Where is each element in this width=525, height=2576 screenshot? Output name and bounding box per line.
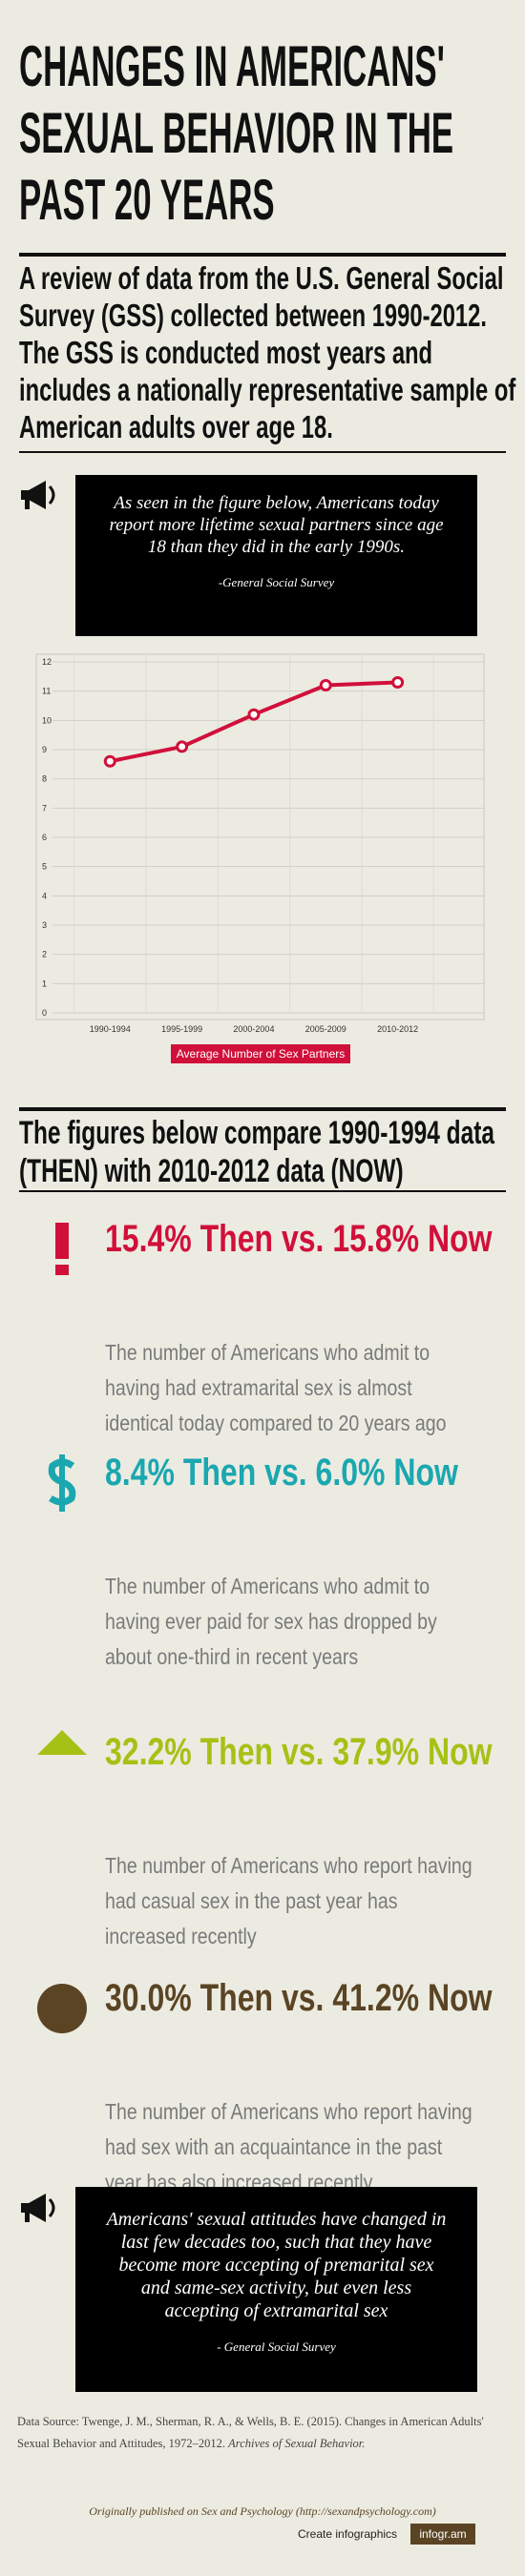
x-tick-label: 2005-2009 bbox=[305, 1024, 346, 1034]
point bbox=[247, 708, 261, 721]
brand-badge[interactable]: infogr.am bbox=[410, 2524, 475, 2545]
stat-icon bbox=[37, 1984, 87, 2033]
point bbox=[319, 679, 332, 692]
y-tick-label: 10 bbox=[42, 715, 52, 725]
rule bbox=[19, 451, 506, 453]
quote-source: - General Social Survey bbox=[217, 2339, 336, 2354]
stat-description: The number of Americans who admit to hav… bbox=[105, 1574, 437, 1669]
stat-description: The number of Americans who admit to hav… bbox=[105, 1340, 447, 1435]
stat-headline: 8.4% Then vs. 6.0% Now bbox=[105, 1452, 458, 1494]
quote-box: Americans' sexual attitudes have changed… bbox=[75, 2187, 477, 2392]
published-note: Originally published on Sex and Psycholo… bbox=[89, 2504, 436, 2518]
y-tick-label: 8 bbox=[42, 774, 47, 784]
source-text: Data Source: Twenge, J. M., Sherman, R. … bbox=[17, 2415, 484, 2450]
data-source: Data Source: Twenge, J. M., Sherman, R. … bbox=[17, 2411, 494, 2455]
point bbox=[391, 675, 405, 689]
subtitle: A review of data from the U.S. General S… bbox=[19, 260, 516, 444]
legend-label: Average Number of Sex Partners bbox=[177, 1047, 346, 1061]
stat-headline: 32.2% Then vs. 37.9% Now bbox=[105, 1731, 493, 1773]
rule bbox=[19, 1190, 506, 1192]
point bbox=[103, 754, 116, 768]
y-tick-label: 6 bbox=[42, 833, 47, 842]
y-tick-label: 9 bbox=[42, 745, 47, 754]
x-tick-label: 1990-1994 bbox=[90, 1024, 131, 1034]
y-tick-label: 11 bbox=[42, 687, 51, 696]
y-tick-label: 0 bbox=[42, 1008, 47, 1018]
quote-text: Americans' sexual attitudes have changed… bbox=[106, 2209, 447, 2321]
megaphone-icon bbox=[21, 2194, 55, 2222]
quote-text: As seen in the figure below, Americans t… bbox=[109, 493, 444, 557]
stat-description: The number of Americans who report havin… bbox=[105, 1853, 472, 1948]
megaphone-icon bbox=[21, 481, 55, 509]
stat-headline: 30.0% Then vs. 41.2% Now bbox=[105, 1977, 493, 2019]
point bbox=[176, 740, 189, 753]
stat-headline: 15.4% Then vs. 15.8% Now bbox=[105, 1218, 493, 1260]
y-tick-label: 1 bbox=[42, 979, 47, 988]
stat-icon bbox=[48, 1454, 76, 1512]
stat-icon bbox=[55, 1223, 69, 1275]
rule bbox=[19, 253, 506, 257]
x-tick-label: 2000-2004 bbox=[233, 1024, 274, 1034]
x-tick-label: 2010-2012 bbox=[377, 1024, 418, 1034]
comparison-heading: The figures below compare 1990-1994 data… bbox=[19, 1115, 494, 1189]
y-tick-label: 12 bbox=[42, 657, 52, 667]
source-journal: Archives of Sexual Behavior. bbox=[228, 2437, 366, 2450]
y-tick-label: 3 bbox=[42, 920, 47, 930]
y-tick-label: 7 bbox=[42, 803, 47, 813]
stat-description: The number of Americans who report havin… bbox=[105, 2099, 472, 2195]
rule bbox=[19, 1107, 506, 1111]
y-tick-label: 4 bbox=[42, 891, 47, 900]
create-link[interactable]: Create infographics bbox=[298, 2527, 398, 2541]
y-tick-label: 5 bbox=[42, 862, 47, 872]
quote-box: As seen in the figure below, Americans t… bbox=[75, 475, 477, 636]
legend-swatch bbox=[171, 1044, 350, 1063]
quote-source: -General Social Survey bbox=[218, 575, 335, 589]
stat-icon bbox=[37, 1730, 87, 1755]
y-tick-label: 2 bbox=[42, 950, 47, 959]
x-tick-label: 1995-1999 bbox=[161, 1024, 202, 1034]
title: CHANGES IN AMERICANS' SEXUAL BEHAVIOR IN… bbox=[19, 34, 454, 232]
